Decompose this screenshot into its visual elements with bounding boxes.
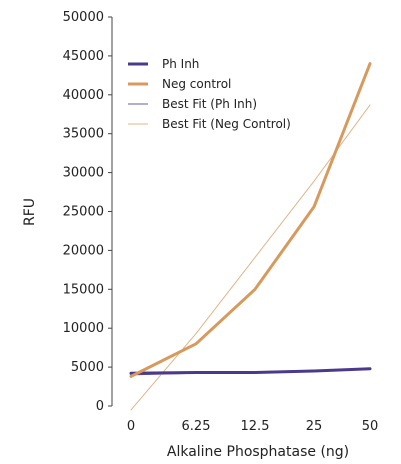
x-tick-label: 12.5 <box>241 419 270 434</box>
series-line-best-fit-neg-control <box>130 104 371 411</box>
y-axis: 0 5000 10000 15000 20000 25000 30000 35000 40000… <box>63 10 113 414</box>
y-tick-label: 5000 <box>71 360 104 375</box>
x-tick-label: 0 <box>127 419 135 434</box>
y-tick-label: 25000 <box>63 205 104 220</box>
y-tick-label: 50000 <box>63 10 104 25</box>
legend: Ph Inh Neg control Best Fit (Ph Inh) Best F… <box>128 57 291 131</box>
legend-label-ph-inh: Ph Inh <box>162 57 199 71</box>
y-tick-label: 0 <box>96 399 104 414</box>
y-tick-label: 30000 <box>63 166 104 181</box>
x-axis: 0 6.25 12.5 25 50 <box>127 419 378 434</box>
series-line-neg-control <box>129 62 372 378</box>
legend-label-neg-control: Neg control <box>162 77 231 91</box>
x-tick-label: 25 <box>306 419 323 434</box>
x-tick-label: 6.25 <box>182 419 211 434</box>
y-tick-label: 40000 <box>63 88 104 103</box>
y-tick-label: 15000 <box>63 282 104 297</box>
y-tick-label: 10000 <box>63 321 104 336</box>
legend-label-best-fit-neg-control: Best Fit (Neg Control) <box>162 117 291 131</box>
series-line-ph-inh <box>129 367 372 375</box>
y-axis-title: RFU <box>22 198 38 226</box>
x-tick-label: 50 <box>362 419 379 434</box>
y-tick-label: 20000 <box>63 243 104 258</box>
y-tick-label: 45000 <box>63 49 104 64</box>
legend-label-best-fit-ph-inh: Best Fit (Ph Inh) <box>162 97 257 111</box>
x-axis-title: Alkaline Phosphatase (ng) <box>167 444 349 460</box>
plot-area <box>129 62 372 411</box>
y-tick-label: 35000 <box>63 127 104 142</box>
